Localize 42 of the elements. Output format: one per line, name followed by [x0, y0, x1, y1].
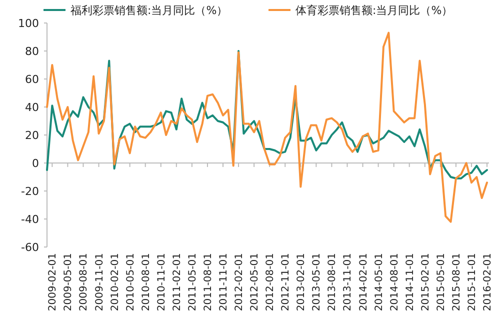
y-tick-label: 80: [25, 44, 39, 58]
y-tick-label: 20: [25, 128, 39, 142]
x-tick-label: 2014-02-01: [358, 253, 370, 312]
x-tick-label: 2014-08-01: [389, 253, 400, 312]
line-series: [46, 32, 488, 223]
x-tick-label: 2015-05-01: [436, 253, 447, 312]
x-tick-label: 2009-08-01: [78, 253, 90, 312]
x-tick-label: 2013-05-01: [312, 253, 323, 312]
line-series: [46, 50, 488, 180]
x-tick-label: 2014-05-01: [374, 253, 385, 312]
legend-label: 福利彩票销售额:当月同比（%）: [70, 4, 228, 17]
x-tick-label: 2010-05-01: [125, 253, 136, 312]
x-tick-label: 2012-11-01: [280, 253, 292, 312]
x-tick-label: 2011-05-01: [187, 253, 198, 312]
x-tick-label: 2009-05-01: [63, 253, 74, 312]
y-tick-label: -20: [21, 184, 39, 198]
x-tick-label: 2012-05-01: [250, 253, 261, 312]
x-tick-label: 2011-02-01: [172, 253, 183, 312]
y-tick-label: 60: [25, 72, 39, 86]
y-tick-label: 40: [25, 100, 39, 114]
x-tick-label: 2013-08-01: [327, 253, 338, 312]
x-tick-label: 2015-02-01: [420, 253, 432, 312]
y-tick-label: -60: [21, 240, 39, 254]
x-tick-label: 2010-08-01: [140, 253, 152, 312]
x-tick-label: 2015-11-01: [466, 253, 478, 312]
x-tick-label: 2013-02-01: [296, 253, 308, 312]
y-tick-label: -40: [21, 212, 39, 226]
y-tick-label: 100: [18, 16, 39, 30]
x-tick-label: 2009-11-01: [94, 253, 106, 312]
x-tick-label: 2013-11-01: [342, 253, 354, 312]
x-tick-label: 2015-08-01: [451, 253, 462, 312]
x-tick-label: 2016-02-01: [482, 253, 494, 312]
y-tick-label: 0: [32, 156, 39, 170]
x-tick-label: 2011-11-01: [218, 253, 230, 312]
x-tick-label: 2010-02-01: [110, 253, 121, 312]
x-tick-label: 2012-02-01: [234, 253, 246, 312]
x-tick-label: 2010-11-01: [156, 253, 168, 312]
x-tick-label: 2014-11-01: [404, 253, 416, 312]
x-tick-label: 2009-02-01: [48, 253, 59, 312]
x-tick-label: 2012-08-01: [265, 253, 276, 312]
legend-label: 体育彩票销售额:当月同比（%）: [296, 4, 453, 17]
x-tick-label: 2011-08-01: [202, 253, 214, 312]
